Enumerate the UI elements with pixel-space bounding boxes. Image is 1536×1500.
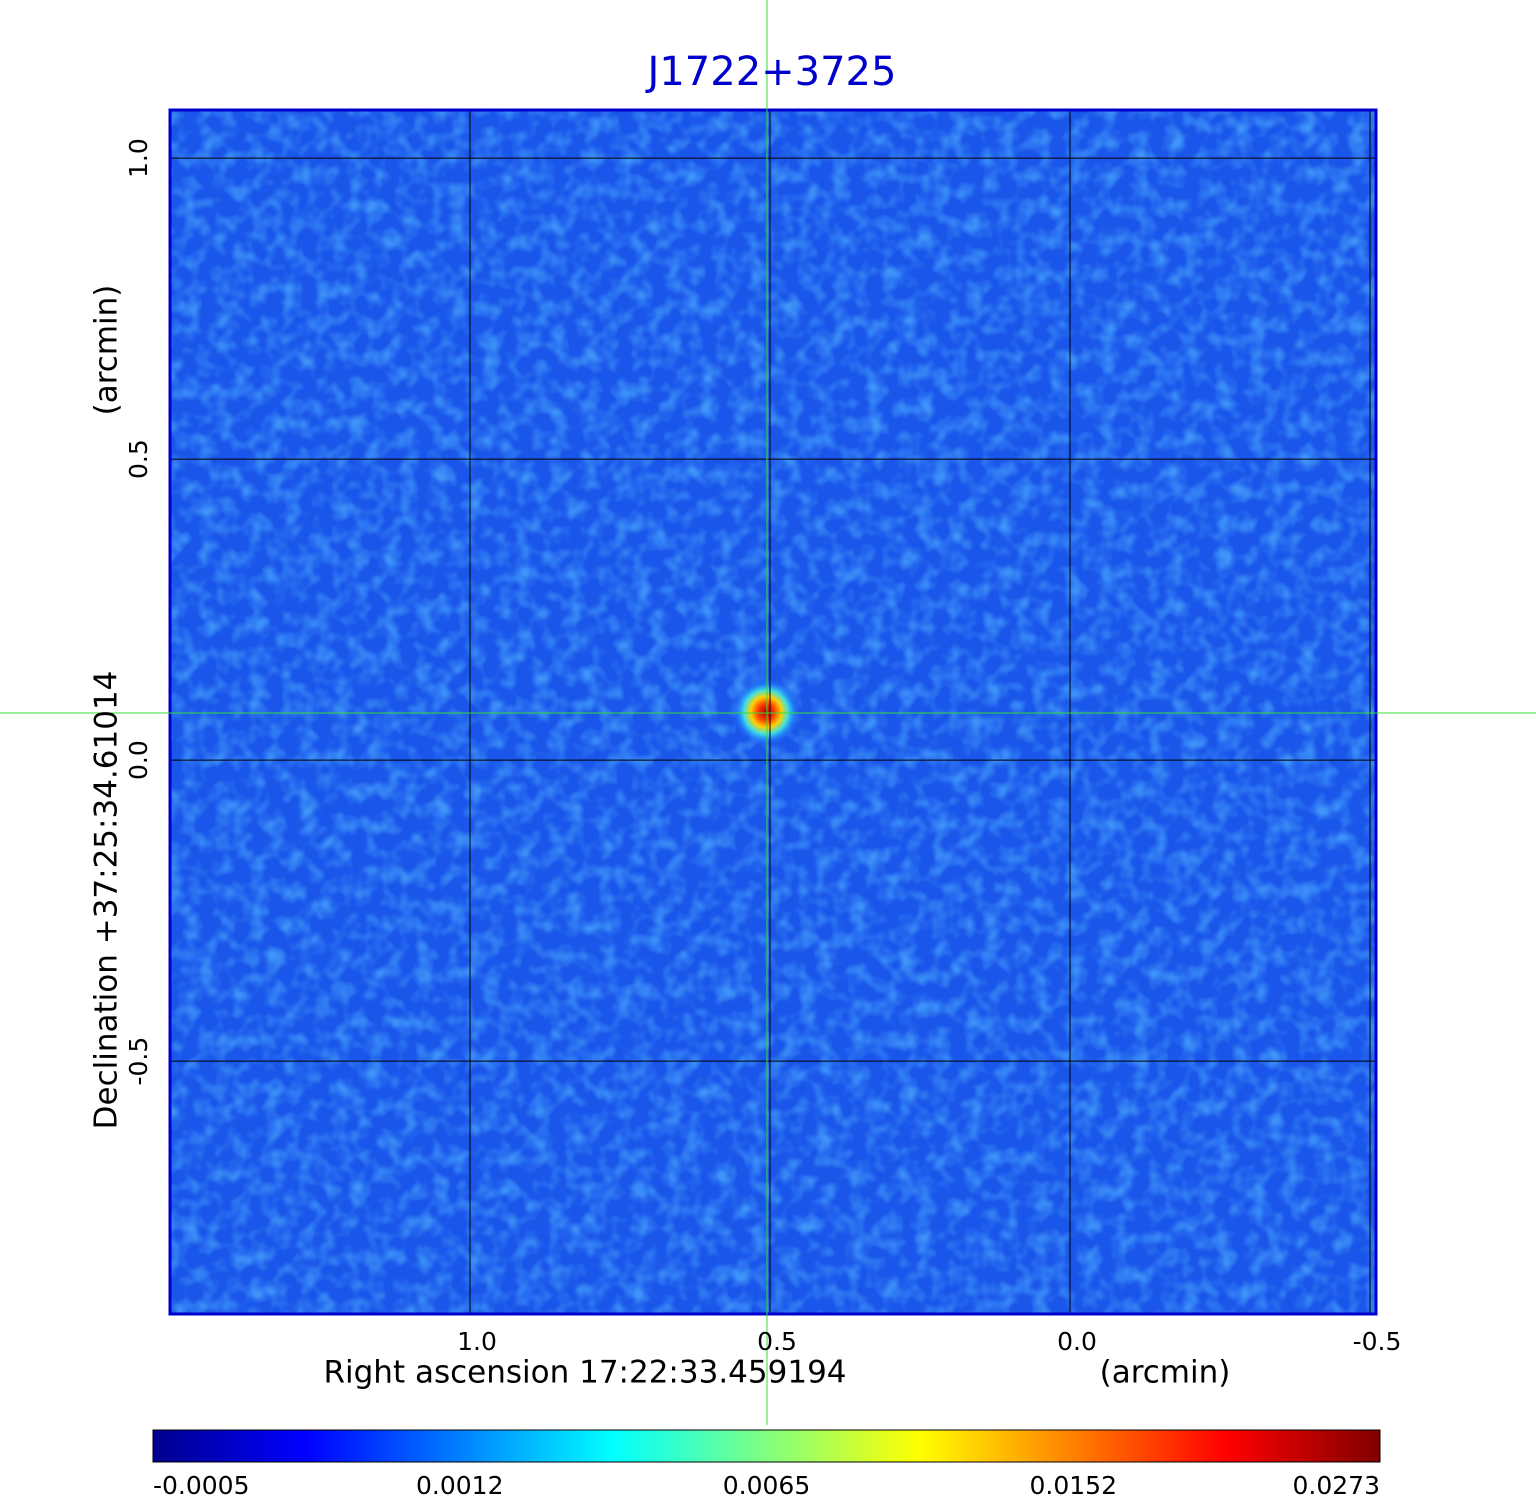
y-tick-label: 0.0 xyxy=(124,740,153,780)
x-axis-label: Right ascension 17:22:33.459194 xyxy=(323,1355,846,1391)
source xyxy=(732,678,800,746)
colorbar-tick-label: 0.0152 xyxy=(1030,1471,1117,1500)
y-axis-label: Declination +37:25:34.61014 xyxy=(89,671,125,1130)
colorbar-tick-label: -0.0005 xyxy=(153,1471,250,1500)
colorbar-tick-label: 0.0273 xyxy=(1293,1471,1380,1500)
y-tick-label: -0.5 xyxy=(124,1037,153,1086)
x-tick-label: 0.0 xyxy=(1057,1327,1097,1356)
x-tick-label: 0.5 xyxy=(757,1327,797,1356)
colorbar-tick-label: 0.0065 xyxy=(723,1471,810,1500)
colorbar-tick-label: 0.0012 xyxy=(416,1471,503,1500)
x-tick-label: -0.5 xyxy=(1353,1327,1402,1356)
x-axis-unit: (arcmin) xyxy=(1100,1355,1231,1391)
y-tick-label: 0.5 xyxy=(124,439,153,479)
y-tick-label: 1.0 xyxy=(124,138,153,178)
chart-title: J1722+3725 xyxy=(645,49,897,95)
y-axis-unit: (arcmin) xyxy=(89,285,125,416)
colorbar xyxy=(152,1429,1381,1463)
frame xyxy=(168,108,1378,1316)
x-tick-label: 1.0 xyxy=(457,1327,497,1356)
